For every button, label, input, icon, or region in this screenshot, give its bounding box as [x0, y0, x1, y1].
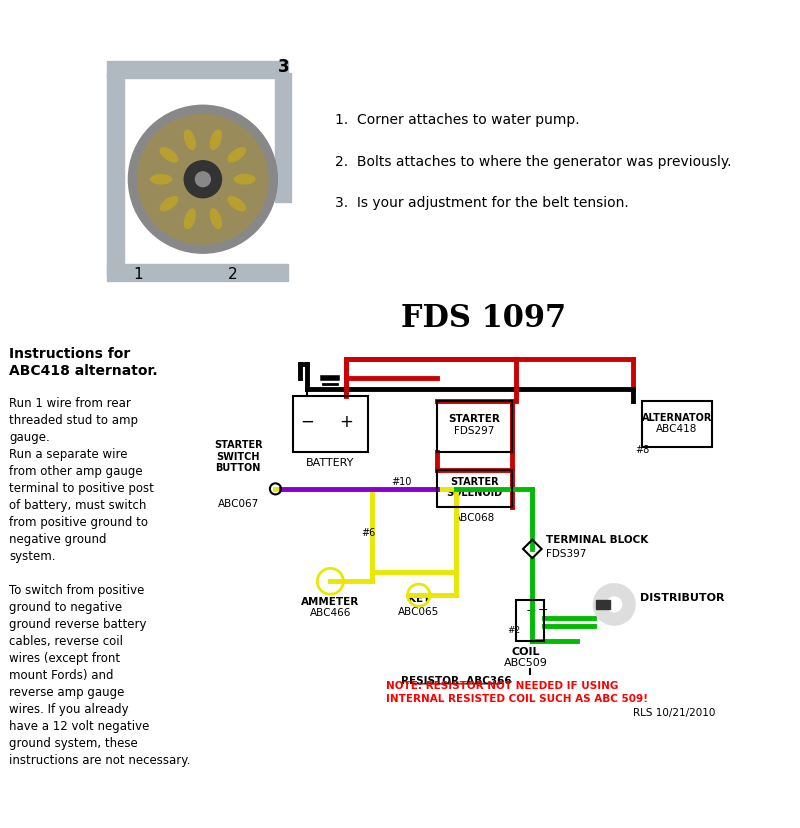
- Text: ABC065: ABC065: [398, 606, 439, 616]
- Bar: [438, 402, 512, 452]
- Ellipse shape: [210, 209, 222, 229]
- Ellipse shape: [185, 209, 195, 229]
- Bar: [642, 402, 712, 448]
- Bar: [438, 471, 512, 508]
- Text: FDS 1097: FDS 1097: [402, 303, 566, 334]
- Ellipse shape: [228, 148, 246, 162]
- Text: FDS397: FDS397: [546, 549, 586, 559]
- Circle shape: [606, 597, 622, 612]
- Text: TERMINAL BLOCK: TERMINAL BLOCK: [546, 534, 649, 544]
- Text: Run 1 wire from rear
threaded stud to amp
gauge.
Run a separate wire
from other : Run 1 wire from rear threaded stud to am…: [10, 397, 190, 767]
- Circle shape: [195, 172, 210, 187]
- Text: RLS 10/21/2010: RLS 10/21/2010: [633, 707, 715, 717]
- Text: STARTER: STARTER: [450, 477, 499, 487]
- Circle shape: [594, 585, 634, 625]
- Ellipse shape: [210, 131, 222, 150]
- Text: 1.  Corner attaches to water pump.: 1. Corner attaches to water pump.: [335, 113, 580, 127]
- Text: ABC067: ABC067: [218, 498, 259, 508]
- Ellipse shape: [160, 197, 178, 211]
- Text: ALTERNATOR: ALTERNATOR: [642, 412, 712, 422]
- Text: #8: #8: [636, 445, 650, 455]
- Circle shape: [129, 106, 278, 254]
- Text: 3.  Is your adjustment for the belt tension.: 3. Is your adjustment for the belt tensi…: [335, 196, 629, 210]
- Text: #6: #6: [361, 527, 375, 537]
- Text: ABC466: ABC466: [310, 608, 351, 618]
- Text: STARTER
SWITCH
BUTTON: STARTER SWITCH BUTTON: [214, 440, 262, 473]
- Circle shape: [184, 161, 222, 199]
- Text: RESISTOR  ABC366: RESISTOR ABC366: [401, 675, 511, 685]
- Text: −: −: [300, 412, 314, 431]
- Text: Instructions for
ABC418 alternator.: Instructions for ABC418 alternator.: [10, 346, 158, 378]
- Text: +: +: [339, 412, 353, 431]
- Ellipse shape: [160, 148, 178, 162]
- Bar: [293, 397, 367, 452]
- Text: KEY: KEY: [407, 593, 430, 603]
- Ellipse shape: [185, 131, 195, 150]
- Text: 2: 2: [228, 267, 238, 282]
- Ellipse shape: [150, 176, 171, 185]
- Text: 1: 1: [133, 267, 142, 282]
- Text: FDS297: FDS297: [454, 426, 495, 436]
- Ellipse shape: [234, 176, 255, 185]
- Bar: [595, 600, 610, 609]
- Text: 2.  Bolts attaches to where the generator was previously.: 2. Bolts attaches to where the generator…: [335, 155, 731, 169]
- Bar: [517, 600, 545, 642]
- Text: 3: 3: [278, 58, 290, 75]
- Text: DISTRIBUTOR: DISTRIBUTOR: [640, 592, 725, 602]
- Text: ABC418: ABC418: [656, 423, 698, 433]
- Text: SOLENOID: SOLENOID: [446, 488, 502, 498]
- Text: NOTE: RESISTOR NOT NEEDED IF USING
INTERNAL RESISTED COIL SUCH AS ABC 509!: NOTE: RESISTOR NOT NEEDED IF USING INTER…: [386, 681, 648, 704]
- Text: ABC509: ABC509: [504, 657, 548, 667]
- Text: +: +: [525, 603, 536, 616]
- Bar: [107, 265, 289, 282]
- Text: BATTERY: BATTERY: [306, 457, 354, 467]
- Bar: [107, 74, 124, 277]
- Ellipse shape: [228, 197, 246, 211]
- Text: COIL: COIL: [511, 647, 540, 657]
- Text: #2: #2: [507, 625, 520, 634]
- Bar: [274, 74, 291, 203]
- Text: STARTER: STARTER: [449, 414, 501, 424]
- Text: AMMETER: AMMETER: [302, 597, 359, 607]
- Text: −: −: [538, 603, 549, 616]
- Circle shape: [138, 115, 268, 244]
- Bar: [107, 62, 289, 79]
- Text: #10: #10: [391, 477, 411, 487]
- Text: ABC068: ABC068: [454, 513, 495, 522]
